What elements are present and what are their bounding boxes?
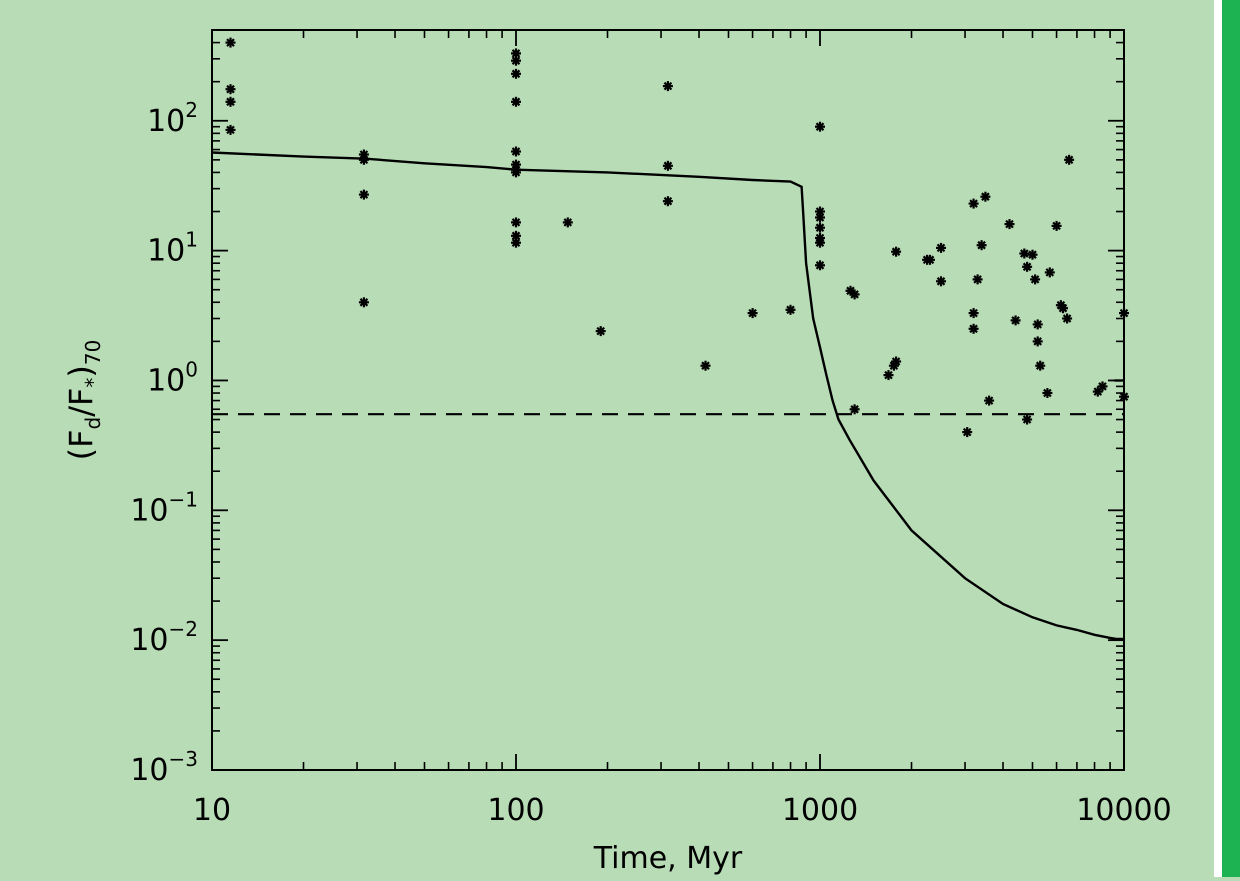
data-point — [968, 308, 979, 319]
data-point — [1010, 315, 1021, 326]
data-point — [511, 55, 521, 66]
y-tick-label: 10−3 — [130, 747, 198, 788]
data-point — [976, 240, 987, 251]
data-point — [511, 146, 521, 157]
data-point — [936, 242, 946, 253]
data-point — [888, 360, 899, 371]
data-point — [849, 289, 860, 300]
data-point — [984, 395, 995, 406]
data-point — [1044, 267, 1055, 278]
lines-layer — [211, 151, 1124, 641]
data-point — [1062, 313, 1073, 324]
x-tick-label: 10 — [193, 793, 231, 828]
data-point — [1004, 219, 1015, 230]
x-tick-label: 10000 — [1076, 793, 1171, 828]
data-point — [962, 427, 973, 438]
data-point — [225, 84, 236, 95]
data-point — [700, 360, 711, 371]
data-point — [972, 274, 983, 285]
data-point — [562, 217, 573, 228]
labels-layer: 10 100 1000 10000 10−3 10−2 10−1 100 101 102 Time,… — [62, 98, 1172, 876]
data-point — [747, 308, 758, 319]
data-point — [891, 246, 902, 257]
data-point — [968, 323, 979, 334]
data-point — [1092, 386, 1103, 397]
x-tick-label: 1000 — [782, 793, 858, 828]
data-point — [1064, 154, 1075, 165]
data-point — [891, 356, 902, 367]
data-point — [1097, 381, 1108, 392]
data-point — [1035, 360, 1046, 371]
data-point — [925, 254, 935, 265]
data-point — [595, 326, 606, 337]
data-point — [815, 121, 825, 132]
data-point — [815, 212, 825, 223]
data-point — [785, 304, 796, 315]
x-axis-label: Time, Myr — [593, 841, 743, 876]
data-point — [1019, 248, 1030, 259]
data-point — [358, 297, 369, 308]
data-point — [511, 217, 521, 228]
data-point — [511, 68, 521, 79]
data-point — [358, 154, 369, 165]
y-tick-label: 101 — [147, 228, 198, 269]
y-axis-label: (Fd/F*)70 — [62, 340, 105, 461]
data-point — [968, 198, 979, 209]
data-point — [1022, 261, 1033, 272]
data-point — [511, 230, 521, 241]
data-point — [980, 191, 991, 202]
data-point — [883, 370, 894, 381]
data-point — [1032, 319, 1043, 330]
data-point — [815, 260, 825, 271]
data-point — [662, 160, 673, 171]
data-point — [1030, 274, 1041, 285]
y-tick-label: 102 — [147, 98, 198, 139]
x-tick-label: 100 — [487, 793, 544, 828]
data-point — [225, 96, 236, 107]
accent-stripe — [1222, 0, 1240, 877]
data-point — [815, 222, 825, 233]
data-point — [1051, 220, 1062, 231]
data-point — [225, 124, 236, 135]
data-point — [358, 189, 369, 200]
data-point — [1042, 388, 1053, 398]
data-point — [1058, 303, 1068, 314]
data-point — [511, 237, 521, 248]
data-point — [1119, 391, 1129, 402]
y-tick-label: 10−2 — [130, 617, 198, 658]
data-point — [511, 96, 521, 107]
data-point — [662, 81, 673, 92]
data-point — [1119, 308, 1129, 319]
data-point — [849, 404, 860, 415]
y-tick-label: 10−1 — [130, 487, 198, 528]
model-curve — [211, 151, 1124, 641]
data-point — [936, 276, 946, 287]
points-layer — [225, 37, 1129, 438]
data-point — [225, 37, 236, 48]
data-point — [815, 237, 825, 248]
data-point — [511, 167, 521, 178]
edge-gap — [1214, 0, 1222, 877]
y-tick-label: 100 — [147, 357, 198, 398]
data-point — [1027, 249, 1038, 260]
data-point — [1032, 336, 1043, 347]
data-point — [662, 196, 673, 207]
data-point — [1022, 414, 1033, 425]
